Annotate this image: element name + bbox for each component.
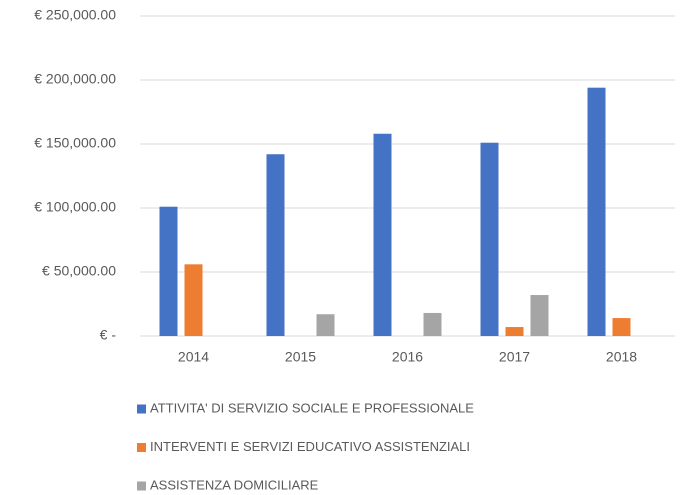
legend: ATTIVITA' DI SERVIZIO SOCIALE E PROFESSI… bbox=[137, 400, 474, 492]
legend-label: ATTIVITA' DI SERVIZIO SOCIALE E PROFESSI… bbox=[150, 400, 474, 415]
bar bbox=[423, 312, 442, 336]
bar bbox=[184, 264, 203, 336]
legend-swatch bbox=[137, 443, 146, 452]
y-tick-label: € 100,000.00 bbox=[34, 199, 116, 215]
y-tick-label: € - bbox=[100, 327, 117, 343]
legend-swatch bbox=[137, 481, 146, 491]
x-tick-label: 2016 bbox=[392, 349, 423, 365]
legend-label: ASSISTENZA DOMICILIARE bbox=[150, 477, 319, 492]
bar bbox=[373, 133, 392, 336]
bar bbox=[505, 327, 524, 336]
bar bbox=[587, 87, 606, 337]
x-tick-label: 2014 bbox=[178, 349, 209, 365]
bar bbox=[316, 314, 335, 336]
bar bbox=[480, 142, 499, 336]
y-tick-label: € 200,000.00 bbox=[34, 71, 116, 87]
legend-label: INTERVENTI E SERVIZI EDUCATIVO ASSISTENZ… bbox=[150, 439, 470, 454]
bar bbox=[159, 206, 178, 336]
x-tick-label: 2018 bbox=[606, 349, 637, 365]
y-tick-label: € 250,000.00 bbox=[34, 7, 116, 23]
y-tick-label: € 150,000.00 bbox=[34, 135, 116, 151]
x-tick-label: 2017 bbox=[499, 349, 530, 365]
x-tick-label: 2015 bbox=[285, 349, 316, 365]
legend-swatch bbox=[137, 404, 146, 414]
bar bbox=[530, 295, 549, 336]
y-tick-label: € 50,000.00 bbox=[42, 263, 116, 279]
bar bbox=[266, 154, 285, 336]
bar bbox=[612, 318, 631, 336]
